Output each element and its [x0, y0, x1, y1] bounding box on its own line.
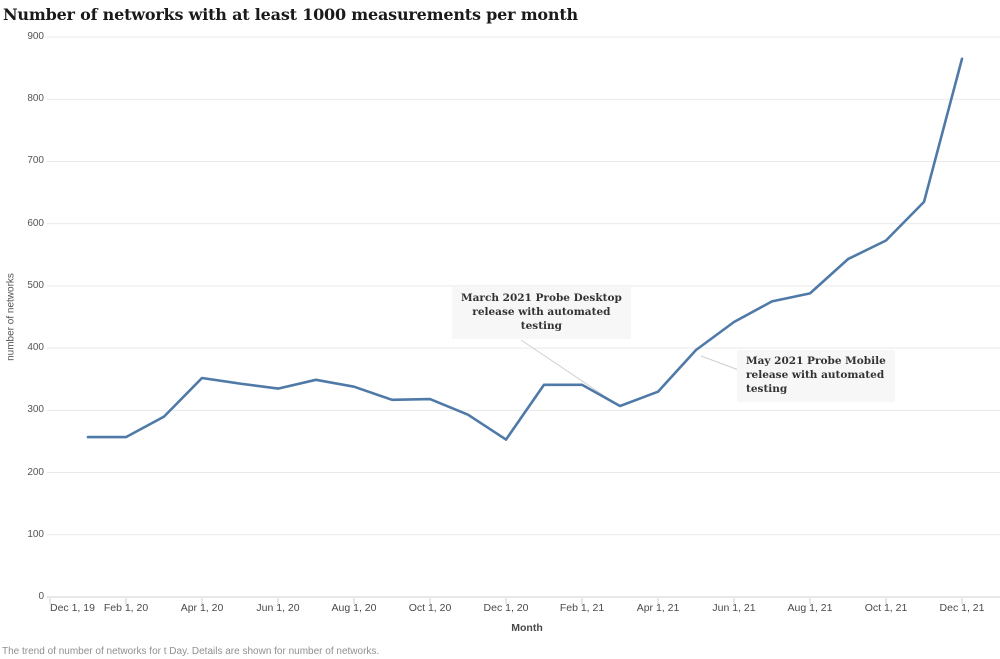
- y-tick-label: 400: [27, 342, 44, 354]
- y-tick-label: 200: [27, 466, 44, 478]
- annotation-connector-line: [520, 339, 616, 404]
- annotation-march-2021-probe-desktop: March 2021 Probe Desktop release with au…: [452, 287, 631, 339]
- y-tick-label: 500: [27, 279, 44, 291]
- annotation-may-2021-probe-mobile: May 2021 Probe Mobile release with autom…: [737, 350, 895, 402]
- annotation-connector-line: [700, 355, 745, 373]
- y-tick-label: 700: [27, 155, 44, 167]
- x-tick-label: Oct 1, 21: [864, 602, 908, 614]
- x-tick-label: Jun 1, 21: [712, 602, 756, 614]
- x-tick-label: Apr 1, 20: [180, 602, 224, 614]
- y-tick-label: 0: [38, 591, 44, 602]
- x-tick-label: Feb 1, 21: [559, 602, 605, 614]
- x-tick-label: Jun 1, 20: [256, 602, 300, 614]
- x-tick-label: Aug 1, 20: [331, 602, 377, 614]
- x-tick-label: Feb 1, 20: [103, 602, 149, 614]
- chart-footer-note: The trend of number of networks for t Da…: [2, 646, 380, 657]
- x-tick-label: Apr 1, 21: [636, 602, 680, 614]
- x-tick-label: Dec 1, 19: [50, 602, 95, 614]
- y-tick-label: 100: [27, 528, 44, 540]
- x-tick-label: Dec 1, 21: [939, 602, 985, 614]
- x-tick-label: Oct 1, 20: [408, 602, 452, 614]
- chart-title: Number of networks with at least 1000 me…: [3, 5, 578, 24]
- y-tick-label: 800: [27, 93, 44, 105]
- y-tick-label: 900: [27, 31, 44, 42]
- y-tick-label: 300: [27, 404, 44, 416]
- x-tick-label: Aug 1, 21: [787, 602, 833, 614]
- x-axis-title: Month: [511, 622, 543, 634]
- x-tick-label: Dec 1, 20: [483, 602, 529, 614]
- networks-line-series: [86, 57, 964, 441]
- y-tick-label: 600: [27, 217, 44, 229]
